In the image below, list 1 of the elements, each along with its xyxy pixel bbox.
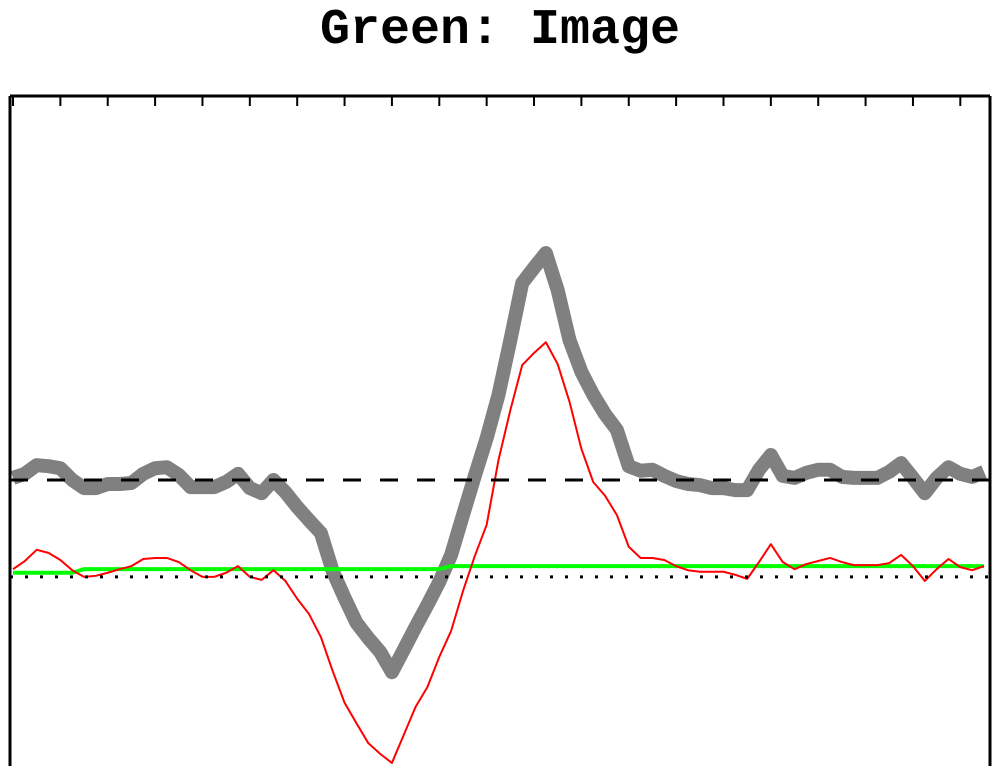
chart-title: Green: Image bbox=[318, 2, 682, 60]
